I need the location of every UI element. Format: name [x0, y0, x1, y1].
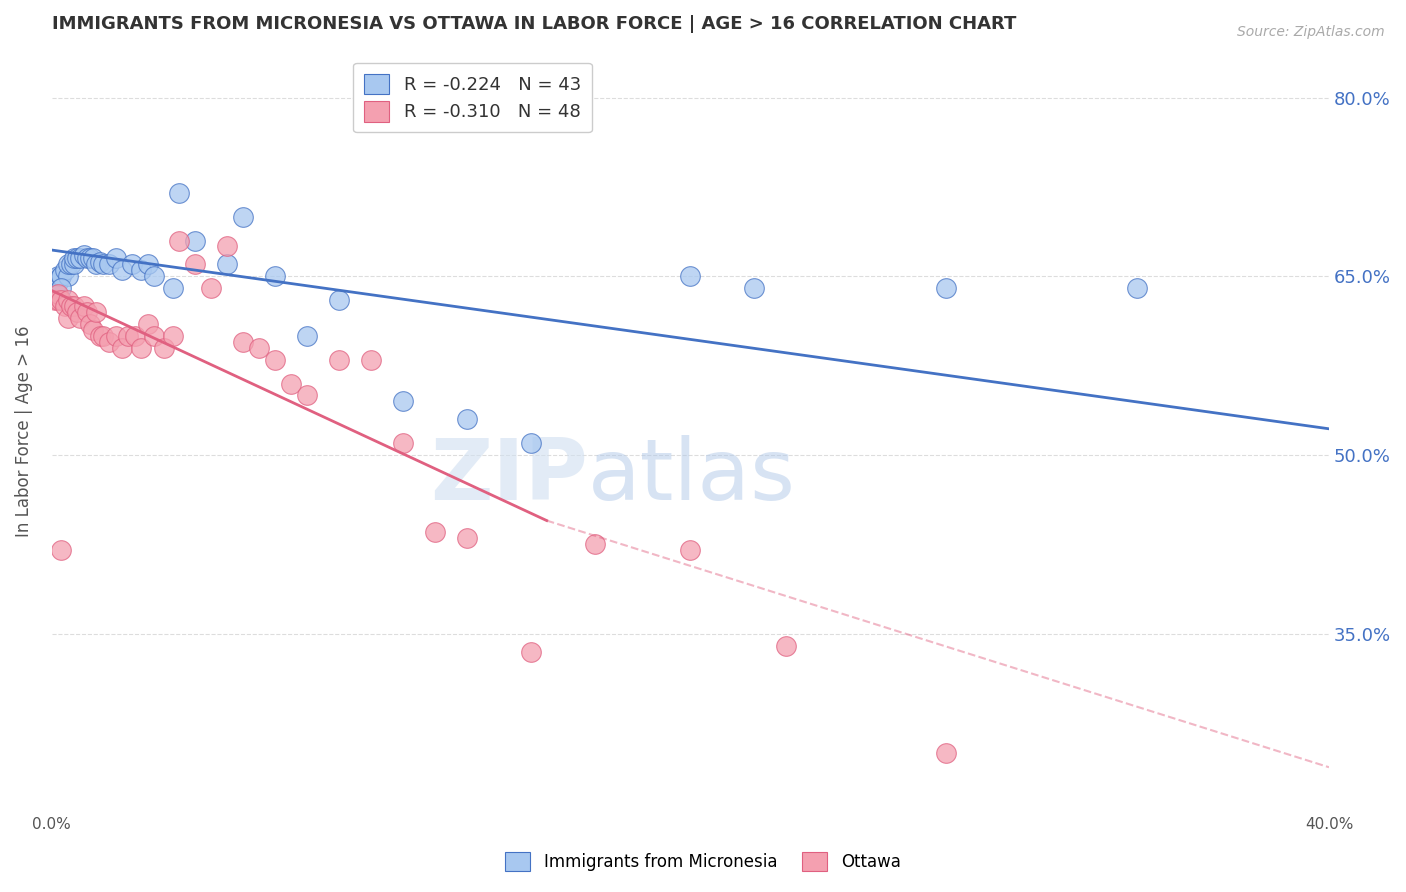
Point: [111, 263, 134, 277]
Point: [935, 746, 957, 760]
Point: [200, 281, 222, 295]
Point: [142, 269, 165, 284]
Point: [73, 299, 96, 313]
Point: [76, 252, 98, 266]
Point: [46, 275, 69, 289]
Point: [79, 252, 101, 266]
Point: [89, 329, 111, 343]
Point: [136, 317, 159, 331]
Point: [142, 329, 165, 343]
Point: [264, 269, 287, 284]
Text: IMMIGRANTS FROM MICRONESIA VS OTTAWA IN LABOR FORCE | AGE > 16 CORRELATION CHART: IMMIGRANTS FROM MICRONESIA VS OTTAWA IN …: [52, 15, 1017, 33]
Point: [152, 341, 174, 355]
Point: [89, 255, 111, 269]
Point: [328, 293, 350, 307]
Point: [46, 287, 69, 301]
Point: [935, 281, 957, 295]
Point: [44, 293, 66, 307]
Point: [56, 293, 79, 307]
Point: [51, 293, 73, 307]
Point: [91, 257, 114, 271]
Point: [162, 329, 184, 343]
Point: [775, 639, 797, 653]
Point: [56, 257, 79, 271]
Point: [184, 257, 207, 271]
Point: [59, 299, 82, 313]
Point: [217, 239, 239, 253]
Point: [117, 329, 139, 343]
Point: [46, 293, 69, 307]
Point: [1126, 281, 1149, 295]
Point: [86, 257, 108, 271]
Point: [169, 186, 191, 200]
Point: [217, 257, 239, 271]
Point: [76, 305, 98, 319]
Point: [136, 257, 159, 271]
Point: [423, 525, 446, 540]
Legend: R = -0.224   N = 43, R = -0.310   N = 48: R = -0.224 N = 43, R = -0.310 N = 48: [353, 62, 592, 132]
Point: [51, 281, 73, 295]
Legend: Immigrants from Micronesia, Ottawa: Immigrants from Micronesia, Ottawa: [498, 843, 908, 880]
Point: [392, 394, 415, 409]
Point: [63, 257, 86, 271]
Point: [519, 645, 541, 659]
Point: [82, 323, 104, 337]
Point: [56, 310, 79, 325]
Point: [44, 281, 66, 295]
Point: [124, 329, 146, 343]
Point: [295, 388, 318, 402]
Point: [59, 257, 82, 271]
Point: [184, 234, 207, 248]
Point: [51, 543, 73, 558]
Point: [129, 263, 152, 277]
Point: [69, 310, 91, 325]
Text: ZIP: ZIP: [430, 435, 588, 518]
Text: Source: ZipAtlas.com: Source: ZipAtlas.com: [1237, 25, 1385, 39]
Point: [328, 352, 350, 367]
Point: [162, 281, 184, 295]
Point: [91, 329, 114, 343]
Point: [69, 252, 91, 266]
Point: [98, 334, 121, 349]
Point: [63, 252, 86, 266]
Point: [73, 248, 96, 262]
Point: [583, 537, 606, 551]
Point: [79, 317, 101, 331]
Point: [121, 257, 143, 271]
Point: [232, 334, 254, 349]
Point: [53, 299, 76, 313]
Point: [111, 341, 134, 355]
Point: [66, 252, 89, 266]
Point: [232, 210, 254, 224]
Point: [82, 252, 104, 266]
Point: [264, 352, 287, 367]
Point: [519, 436, 541, 450]
Point: [742, 281, 765, 295]
Point: [360, 352, 382, 367]
Point: [46, 269, 69, 284]
Point: [66, 305, 89, 319]
Point: [456, 532, 478, 546]
Point: [51, 269, 73, 284]
Point: [129, 341, 152, 355]
Point: [679, 543, 702, 558]
Point: [63, 299, 86, 313]
Point: [456, 412, 478, 426]
Point: [56, 269, 79, 284]
Point: [86, 305, 108, 319]
Point: [53, 263, 76, 277]
Point: [169, 234, 191, 248]
Point: [104, 329, 127, 343]
Point: [295, 329, 318, 343]
Point: [98, 257, 121, 271]
Text: atlas: atlas: [588, 435, 796, 518]
Point: [247, 341, 270, 355]
Point: [679, 269, 702, 284]
Point: [51, 269, 73, 284]
Point: [392, 436, 415, 450]
Y-axis label: In Labor Force | Age > 16: In Labor Force | Age > 16: [15, 326, 32, 537]
Point: [280, 376, 302, 391]
Point: [104, 252, 127, 266]
